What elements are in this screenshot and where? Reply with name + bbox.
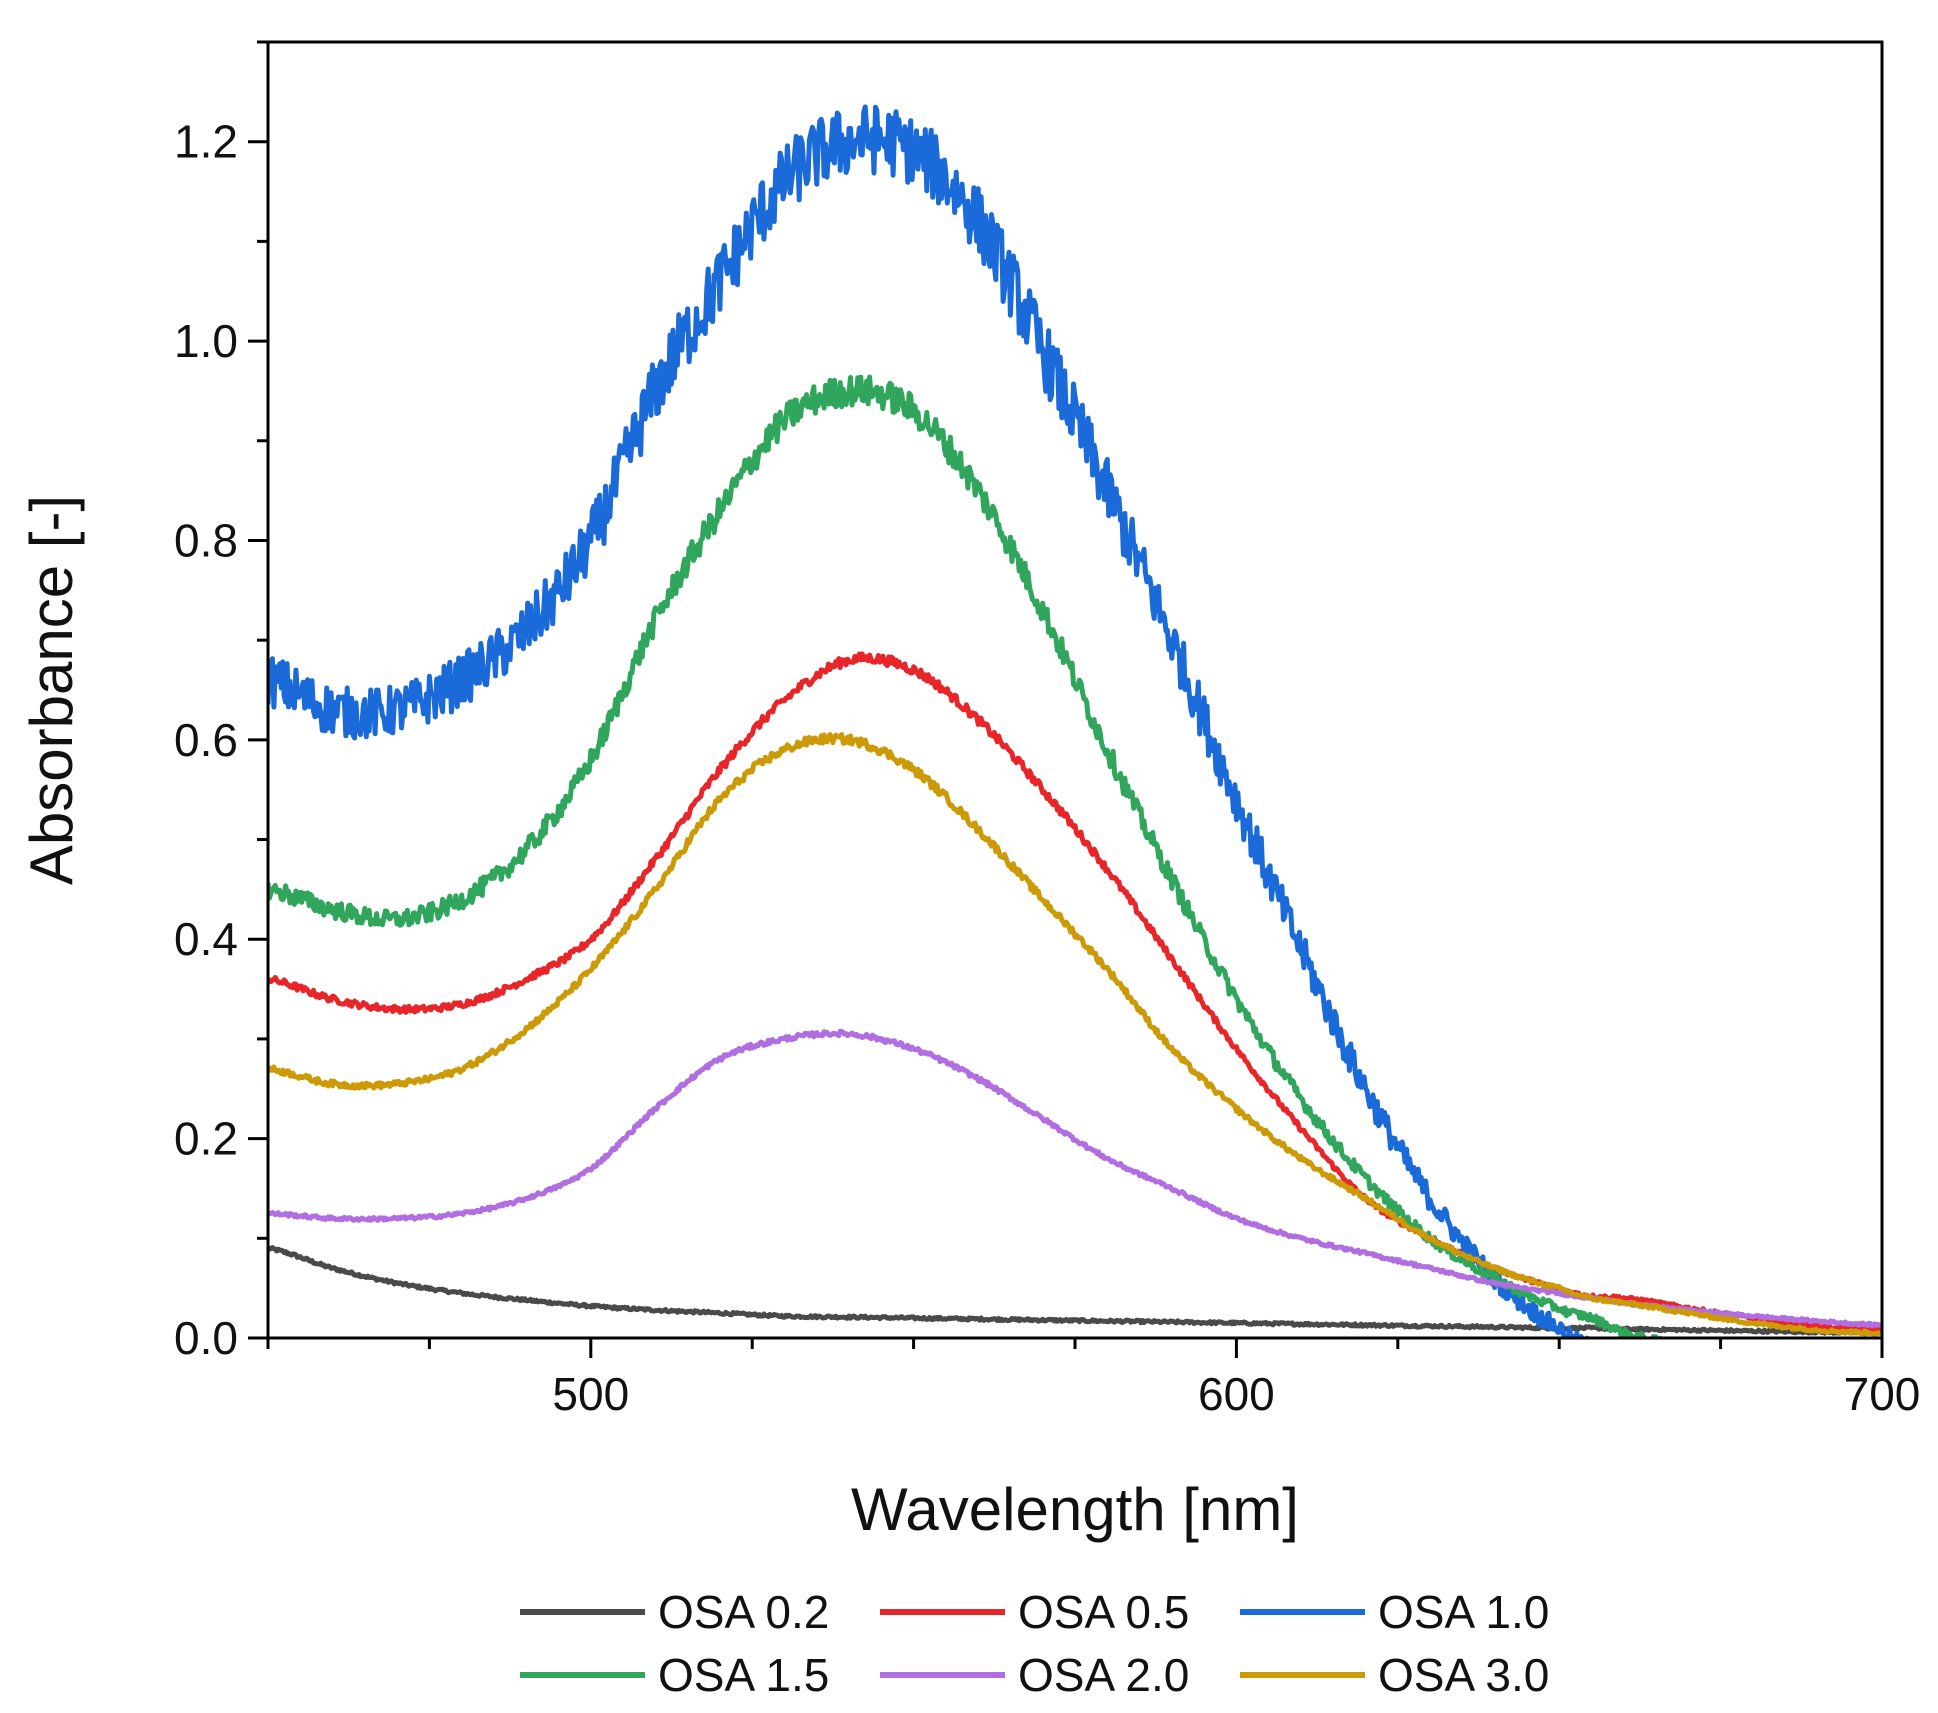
y-tick-label: 0.0: [174, 1312, 238, 1364]
legend-label: OSA 1.5: [658, 1649, 829, 1701]
y-tick-label: 1.2: [174, 116, 238, 168]
legend: OSA 0.2 OSA 0.5 OSA 1.0 OSA 1.5 OSA 2.0 OSA 3…: [520, 1586, 1549, 1701]
x-axis-title: Wavelength [nm]: [851, 1476, 1299, 1543]
y-tick-label: 1.0: [174, 315, 238, 367]
y-tick-label: 0.6: [174, 714, 238, 766]
x-tick-label: 700: [1844, 1368, 1921, 1420]
x-tick-label: 500: [552, 1368, 629, 1420]
x-tick-label: 600: [1198, 1368, 1275, 1420]
legend-label: OSA 0.5: [1018, 1586, 1189, 1638]
y-tick-label: 0.8: [174, 514, 238, 566]
series-line-3: [268, 104, 1590, 1338]
series-layer: [268, 104, 1882, 1338]
legend-label: OSA 2.0: [1018, 1649, 1189, 1701]
series-line-1: [268, 1245, 1882, 1337]
series-line-5: [268, 1028, 1882, 1329]
legend-label: OSA 1.0: [1378, 1586, 1549, 1638]
y-tick-label: 0.2: [174, 1113, 238, 1165]
series-line-2: [268, 651, 1882, 1334]
legend-label: OSA 0.2: [658, 1586, 829, 1638]
y-axis-title: Absorbance [-]: [18, 495, 85, 885]
y-tick-label: 0.4: [174, 913, 238, 965]
ticks-layer: 500 600 700 0.0 0.2 0.4 0.6 0.8 1.0 1.2: [174, 40, 1921, 1420]
series-line-4: [268, 374, 1664, 1338]
series-line-6: [268, 732, 1882, 1337]
legend-label: OSA 3.0: [1378, 1649, 1549, 1701]
